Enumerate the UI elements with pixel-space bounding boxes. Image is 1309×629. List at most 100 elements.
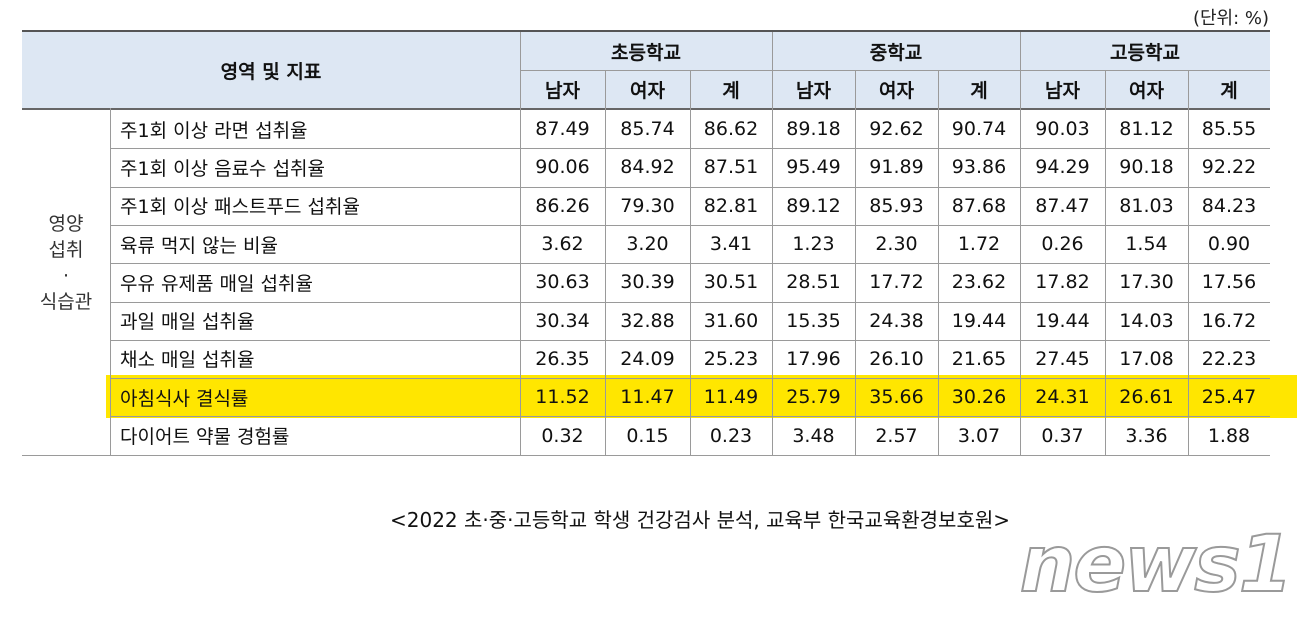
cell-value: 24.38 [869,309,924,332]
cell-value: 2.30 [875,233,918,256]
cell-value: 87.51 [703,156,759,179]
cell-value: 2.57 [875,424,918,447]
row-label: 육류 먹지 않는 비율 [120,234,278,257]
cell-value: 1.72 [957,233,1001,256]
row-label: 주1회 이상 패스트푸드 섭취율 [120,196,360,219]
cell-value: 26.35 [535,347,590,370]
cell-value: 89.18 [786,118,841,141]
cell-value: 11.52 [535,386,590,409]
cell-value: 0.90 [1207,233,1251,256]
cell-value: 11.47 [620,386,675,409]
cell-value: 17.96 [786,347,841,370]
cell-value: 32.88 [620,309,675,332]
cell-value: 3.62 [541,233,584,256]
source-caption: <2022 초·중·고등학교 학생 건강검사 분석, 교육부 한국교육환경보호원… [389,508,1011,532]
cell-value: 95.49 [786,156,841,179]
cell-value: 93.86 [951,156,1007,179]
cell-value: 26.10 [869,347,924,370]
cell-value: 81.03 [1119,194,1174,217]
row-label: 아침식사 결식률 [120,387,249,410]
cell-value: 86.62 [703,118,759,141]
cell-value: 3.36 [1125,424,1168,447]
cell-value: 84.23 [1201,194,1257,217]
cell-value: 28.51 [786,271,841,294]
cell-value: 3.07 [957,424,1001,447]
cell-value: 30.26 [951,386,1007,409]
group-header: 중학교 [772,32,1020,70]
group-label-line: 영양 [48,213,84,236]
cell-value: 19.44 [1035,309,1090,332]
cell-value: 90.03 [1035,118,1090,141]
cell-value: 35.66 [869,386,924,409]
sub-header: 계 [690,70,772,108]
cell-value: 94.29 [1035,156,1090,179]
cell-value: 30.51 [703,271,759,294]
header-area: 영역 및 지표 [22,32,520,108]
cell-value: 90.18 [1119,156,1174,179]
cell-value: 3.20 [626,233,669,256]
cell-value: 90.06 [535,156,590,179]
row-label: 다이어트 약물 경험률 [120,426,290,449]
top-border [22,30,1270,32]
cell-value: 1.88 [1207,424,1251,447]
sub-header: 여자 [605,70,690,108]
group-label-line: · [62,265,70,288]
cell-value: 87.47 [1035,194,1090,217]
row-label: 채소 매일 섭취율 [120,349,255,372]
cell-value: 25.79 [786,386,841,409]
cell-value: 87.49 [535,118,590,141]
cell-value: 21.65 [951,347,1007,370]
col-line [605,70,606,455]
row-label: 주1회 이상 라면 섭취율 [120,119,308,142]
col-line [1105,70,1106,455]
cell-value: 0.32 [541,424,584,447]
cell-value: 31.60 [703,309,759,332]
cell-value: 3.48 [792,424,835,447]
cell-value: 17.72 [869,271,924,294]
cell-value: 22.23 [1201,347,1257,370]
col-line [690,70,691,455]
sub-header: 여자 [855,70,938,108]
col-line [855,70,856,455]
col-line [110,108,111,455]
cell-value: 14.03 [1119,309,1174,332]
col-line [938,70,939,455]
group-label: 영양 섭취 · 식습관 [22,206,110,321]
cell-value: 89.12 [786,194,841,217]
cell-value: 0.37 [1041,424,1084,447]
cell-value: 19.44 [951,309,1007,332]
cell-value: 11.49 [703,386,759,409]
cell-value: 30.34 [535,309,590,332]
cell-value: 85.93 [869,194,924,217]
cell-value: 24.09 [620,347,675,370]
cell-value: 26.61 [1119,386,1174,409]
sub-header: 여자 [1105,70,1188,108]
cell-value: 85.74 [620,118,675,141]
cell-value: 25.23 [703,347,759,370]
group-header: 초등학교 [520,32,772,70]
cell-value: 3.41 [709,233,753,256]
cell-value: 17.30 [1119,271,1174,294]
cell-value: 30.39 [620,271,675,294]
sub-header: 계 [938,70,1020,108]
cell-value: 1.23 [792,233,835,256]
table-bottom [22,454,1270,456]
cell-value: 92.62 [869,118,924,141]
cell-value: 15.35 [786,309,841,332]
col-line [1020,32,1021,455]
cell-value: 91.89 [869,156,924,179]
cell-value: 0.15 [626,424,669,447]
sub-header: 남자 [1020,70,1105,108]
col-line [520,32,521,455]
col-line [772,32,773,455]
unit-note: (단위: %) [1192,8,1269,29]
cell-value: 90.74 [951,118,1007,141]
sub-header: 남자 [772,70,855,108]
cell-value: 1.54 [1125,233,1168,256]
cell-value: 92.22 [1201,156,1257,179]
cell-value: 79.30 [620,194,675,217]
group-label-line: 섭취 [48,239,84,262]
cell-value: 87.68 [951,194,1007,217]
cell-value: 27.45 [1035,347,1090,370]
